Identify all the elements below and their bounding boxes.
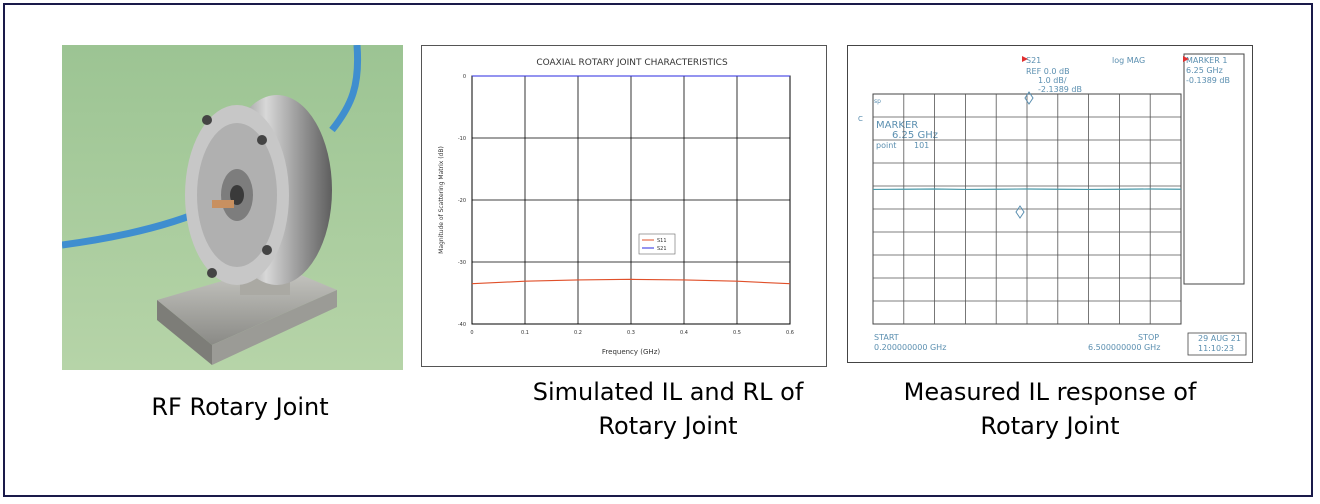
legend-box <box>638 233 676 255</box>
simulated-x-axis-label: Frequency (GHz) <box>602 348 660 356</box>
start-label: START <box>874 333 899 342</box>
marker-label: MARKER <box>876 120 918 131</box>
simulated-chart-title: COAXIAL ROTARY JOINT CHARACTERISTICS <box>536 58 728 68</box>
x-tick-label: 0.2 <box>574 330 582 336</box>
simulated-series <box>471 75 791 285</box>
slide-frame <box>3 3 1313 497</box>
caption-simulated-line2: Rotary Joint <box>598 412 738 440</box>
caption-photo-text: RF Rotary Joint <box>151 393 329 421</box>
measured-s21-label: S21 <box>1026 56 1041 65</box>
stop-value: 6.500000000 GHz <box>1088 343 1160 352</box>
y-tick-label: -10 <box>458 136 466 142</box>
simulated-chart-panel: COAXIAL ROTARY JOINT CHARACTERISTICS 0 0.… <box>421 45 827 367</box>
legend-label-s21: S21 <box>657 246 667 252</box>
legend-label-s11: S11 <box>657 238 667 244</box>
simulated-x-ticks: 0 0.1 0.2 0.3 0.4 0.5 0.6 <box>470 330 794 336</box>
measured-logmag-label: log MAG <box>1112 56 1145 65</box>
marker-box-value: -0.1389 dB <box>1186 76 1230 85</box>
y-tick-label: -20 <box>458 198 466 204</box>
caption-simulated-line1: Simulated IL and RL of <box>532 378 804 406</box>
x-tick-label: 0.1 <box>521 330 529 336</box>
date-label: 29 AUG 21 <box>1198 334 1241 343</box>
rotary-joint-illustration <box>62 45 403 370</box>
caption-simulated: Simulated IL and RL of Rotary Joint <box>490 375 846 443</box>
marker-symbol <box>1015 56 1189 219</box>
side-c-label: C <box>858 115 863 123</box>
x-tick-label: 0.5 <box>733 330 741 336</box>
marker-freq: 6.25 GHz <box>892 130 938 141</box>
measured-scale-label: 1.0 dB/ <box>1038 76 1067 85</box>
marker-box-title: MARKER 1 <box>1186 56 1227 65</box>
x-tick-label: 0.3 <box>627 330 635 336</box>
rf-rotary-joint-photo <box>62 45 403 370</box>
caption-rf-rotary-joint: RF Rotary Joint <box>100 390 380 424</box>
measured-grid <box>873 94 1181 324</box>
side-p-label: sp <box>874 98 881 105</box>
y-tick-label: 0 <box>463 74 466 80</box>
marker-box-freq: 6.25 GHz <box>1186 66 1223 75</box>
time-label: 11:10:23 <box>1198 344 1234 353</box>
simulated-y-ticks: 0 -10 -20 -30 -40 <box>458 74 466 328</box>
x-tick-label: 0 <box>470 330 473 336</box>
measured-chart-panel: S21 log MAG REF 0.0 dB 1.0 dB/ -2.1389 d… <box>847 45 1253 363</box>
series-line-s11 <box>471 278 791 285</box>
measured-chart: S21 log MAG REF 0.0 dB 1.0 dB/ -2.1389 d… <box>858 53 1247 356</box>
x-tick-label: 0.4 <box>680 330 688 336</box>
point-value: 101 <box>914 141 929 150</box>
simulated-legend: S11 S21 <box>638 233 676 255</box>
start-value: 0.200000000 GHz <box>874 343 946 352</box>
x-tick-label: 0.6 <box>786 330 794 336</box>
simulated-chart: COAXIAL ROTARY JOINT CHARACTERISTICS 0 0.… <box>438 58 794 356</box>
caption-measured-line1: Measured IL response of <box>903 378 1197 406</box>
y-tick-label: -40 <box>458 322 466 328</box>
point-label: point <box>876 141 896 150</box>
measured-marker-readout: -2.1389 dB <box>1038 85 1082 94</box>
caption-measured: Measured IL response of Rotary Joint <box>860 375 1240 443</box>
stop-label: STOP <box>1138 333 1159 342</box>
datetime-box <box>1187 332 1247 356</box>
simulated-y-axis-label: Magnitude of Scattering Matrix (dB) <box>438 146 445 254</box>
marker-info-box <box>1183 53 1245 285</box>
y-tick-label: -30 <box>458 260 466 266</box>
caption-measured-line2: Rotary Joint <box>980 412 1120 440</box>
measured-ref-label: REF 0.0 dB <box>1026 67 1070 76</box>
